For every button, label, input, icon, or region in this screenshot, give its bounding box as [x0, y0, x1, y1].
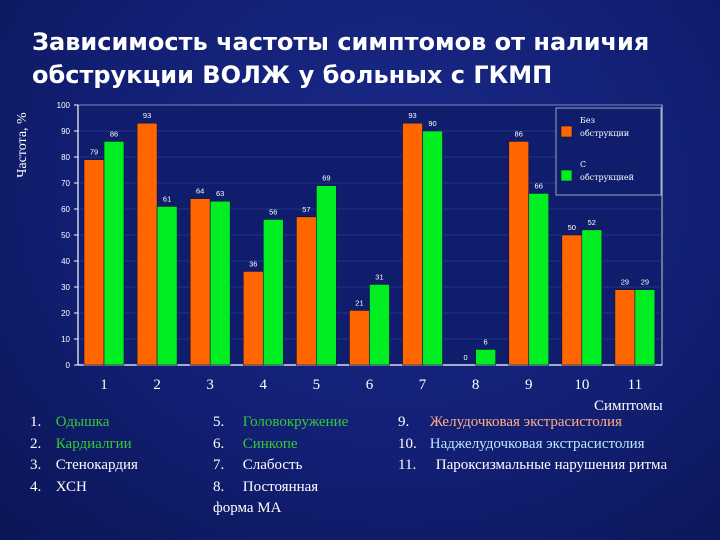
legend-label: Без: [580, 116, 595, 125]
data-label: 29: [641, 278, 649, 287]
data-label: 86: [110, 129, 118, 138]
y-tick-label: 50: [61, 231, 70, 240]
symptom-legend-item: 9. Желудочковая экстрасистолия: [398, 414, 622, 430]
y-tick-label: 30: [61, 283, 70, 292]
bar-with-obstruction-6: [369, 284, 390, 366]
data-label: 36: [249, 259, 257, 268]
symptom-legend-item: 1. Одышка: [30, 414, 110, 430]
bar-with-obstruction-10: [581, 229, 603, 366]
bar-with-obstruction-1: [103, 141, 125, 366]
y-tick-label: 0: [66, 361, 71, 370]
y-tick-label: 10: [61, 335, 70, 344]
symptom-legend-item: 3. Стенокардия: [30, 457, 138, 473]
data-label: 86: [515, 129, 523, 138]
bar-without-obstruction-1: [83, 159, 105, 366]
data-label: 6: [484, 337, 488, 346]
data-label: 57: [302, 205, 310, 214]
bar-with-obstruction-3: [209, 200, 231, 366]
bar-without-obstruction-4: [242, 271, 264, 366]
data-label: 90: [428, 119, 436, 128]
bar-without-obstruction-3: [189, 198, 211, 366]
x-tick-label: 8: [472, 377, 480, 393]
data-label: 63: [216, 189, 224, 198]
bar-without-obstruction-2: [136, 122, 158, 366]
y-tick-label: 80: [61, 153, 70, 162]
y-tick-label: 90: [61, 127, 70, 136]
x-tick-label: 1: [100, 377, 108, 393]
data-label: 50: [568, 223, 576, 232]
x-tick-label: 3: [206, 377, 214, 393]
y-tick-label: 100: [57, 101, 71, 110]
legend-label: С: [580, 160, 586, 169]
bar-with-obstruction-5: [316, 185, 337, 366]
bar-without-obstruction-5: [296, 216, 317, 366]
data-label: 93: [408, 111, 416, 120]
bar-with-obstruction-9: [528, 193, 550, 366]
legend-label: обструкцией: [580, 173, 634, 182]
x-tick-label: 6: [366, 377, 374, 393]
bar-without-obstruction-10: [561, 234, 583, 366]
bar-without-obstruction-11: [614, 289, 636, 366]
symptom-legend-item: 6. Синкопе: [213, 435, 298, 452]
symptom-legend-item: 2. Кардиалгии: [30, 435, 132, 452]
symptom-legend-item: 5. Головокружение: [213, 414, 349, 430]
legend-swatch: [560, 125, 573, 138]
data-label: 52: [588, 218, 596, 227]
bar-without-obstruction-7: [402, 122, 423, 366]
bar-without-obstruction-6: [349, 310, 370, 366]
data-label: 21: [355, 298, 363, 307]
legend-label: обструкции: [580, 129, 629, 138]
data-label: 66: [535, 181, 543, 190]
symptom-legend-column-3: 9. Желудочковая экстрасистолия 10. Надже…: [398, 412, 698, 477]
y-tick-label: 40: [61, 257, 70, 266]
symptom-legend-item: 11. Пароксизмальные нарушения ритма: [398, 457, 668, 473]
x-tick-label: 9: [525, 377, 533, 393]
data-label: 93: [143, 111, 151, 120]
series-legend: [555, 107, 662, 196]
x-tick-label: 5: [313, 377, 321, 393]
x-axis-label: Симптомы: [594, 398, 663, 414]
x-tick-label: 7: [419, 377, 427, 393]
y-tick-label: 60: [61, 205, 70, 214]
bar-with-obstruction-4: [262, 219, 284, 366]
bar-with-obstruction-2: [156, 206, 178, 366]
symptom-legend-item: 10. Наджелудочковая экстрасистолия: [398, 435, 645, 452]
x-tick-label: 10: [574, 377, 589, 393]
symptom-legend-item: 4. ХСН: [30, 478, 87, 495]
data-label: 31: [375, 272, 383, 281]
data-label: 69: [322, 174, 330, 183]
data-label: 61: [163, 194, 171, 203]
bar-with-obstruction-11: [634, 289, 656, 366]
data-label: 64: [196, 187, 204, 196]
data-label: 0: [464, 353, 468, 362]
x-tick-label: 11: [628, 377, 642, 393]
y-tick-label: 70: [61, 179, 70, 188]
symptom-legend-column-2: 5. Головокружение 6. Синкопе 7. Слабость…: [213, 412, 353, 520]
bar-with-obstruction-7: [422, 130, 443, 366]
page-title: Зависимость частоты симптомов от наличия…: [32, 28, 650, 89]
bar-without-obstruction-9: [508, 141, 530, 366]
legend-swatch: [560, 169, 573, 182]
symptom-legend-item: 7. Слабость: [213, 457, 303, 473]
data-label: 56: [269, 207, 277, 216]
x-tick-label: 4: [260, 377, 268, 393]
symptom-legend-column-1: 1. Одышка 2. Кардиалгии 3. Стенокардия 4…: [30, 412, 138, 498]
symptom-legend-item: 8. Постоянная форма МА: [213, 478, 319, 517]
data-label: 29: [621, 278, 629, 287]
data-label: 79: [90, 148, 98, 157]
x-tick-label: 2: [153, 377, 161, 393]
y-tick-label: 20: [61, 309, 70, 318]
bar-with-obstruction-8: [475, 349, 496, 366]
